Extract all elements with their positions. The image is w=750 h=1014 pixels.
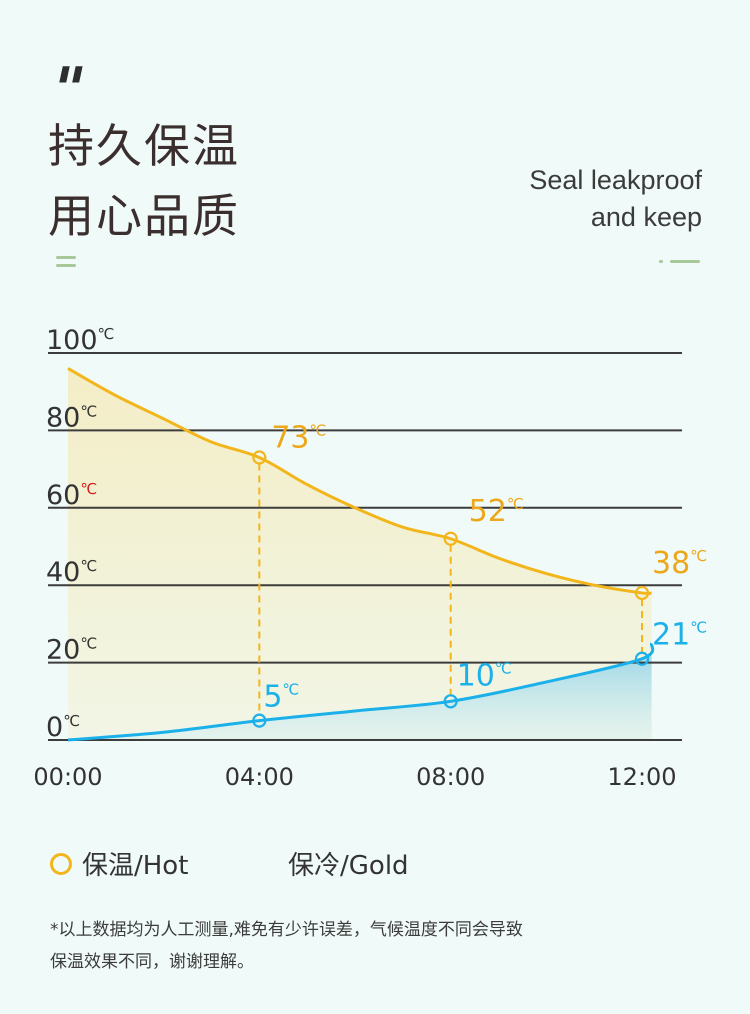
x-tick-label-0000: 00:00	[33, 763, 102, 791]
decor-dash-right-dot	[659, 260, 663, 263]
y-tick-label-80: 80℃	[46, 402, 97, 433]
hot-data-label-4: 73℃	[271, 420, 326, 455]
subtitle-line-2: and keep	[590, 202, 702, 232]
footnote-line-2: 保温效果不同，谢谢理解。	[50, 952, 254, 972]
cold-point-4	[252, 713, 267, 728]
x-tick-label-0400: 04:00	[225, 763, 294, 791]
hot-data-label-12: 38℃	[652, 546, 707, 581]
decor-dash-left-1	[56, 256, 76, 259]
y-tick-label-100: 100℃	[46, 325, 114, 356]
cold-point-8	[443, 694, 458, 709]
footnote: *以上数据均为人工测量,难免有少许误差，气候温度不同会导致 保温效果不同，谢谢理…	[50, 914, 710, 978]
subtitle: Seal leakproof and keep	[529, 162, 702, 236]
headline-line-2: 用心品质	[48, 189, 240, 243]
x-tick-label-1200: 12:00	[607, 763, 676, 791]
hot-point-4	[252, 450, 267, 465]
y-tick-label-0: 0℃	[46, 712, 80, 743]
hot-point-12	[634, 585, 650, 601]
legend-cold-label: 保冷/Gold	[288, 851, 409, 881]
cold-data-label-8: 10℃	[457, 658, 512, 693]
decor-dash-right	[670, 260, 700, 263]
decor-dash-left-2	[56, 264, 76, 267]
headline-line-1: 持久保温	[48, 119, 240, 173]
y-tick-label-60: 60℃	[46, 480, 97, 511]
hot-legend-ring-icon	[50, 852, 72, 875]
legend-hot-label: 保温/Hot	[82, 851, 189, 881]
hot-point-8	[443, 531, 458, 546]
cold-data-label-4: 5℃	[263, 680, 299, 715]
cold-point-12	[634, 651, 650, 666]
legend-hot: 保温/Hot	[50, 845, 188, 882]
x-tick-label-0800: 08:00	[416, 763, 485, 791]
subtitle-line-1: Seal leakproof	[529, 165, 702, 195]
hot-area-fill	[68, 368, 652, 740]
cold-data-label-12: 21℃	[652, 618, 707, 653]
footnote-line-1: *以上数据均为人工测量,难免有少许误差，气候温度不同会导致	[50, 920, 523, 940]
temperature-chart: 0℃ 20℃ 40℃ 60℃ 80℃ 100℃ 00:00 04:00 08:00 12:00 7…	[33, 325, 707, 791]
legend-cold: 保冷/Gold	[288, 845, 409, 882]
hot-series-line	[67, 367, 652, 596]
y-tick-label-40: 40℃	[46, 557, 97, 588]
cold-series-line	[67, 642, 655, 742]
cold-area-fill	[68, 643, 653, 740]
hot-data-label-8: 52℃	[469, 494, 524, 529]
y-tick-label-20: 20℃	[46, 635, 97, 666]
